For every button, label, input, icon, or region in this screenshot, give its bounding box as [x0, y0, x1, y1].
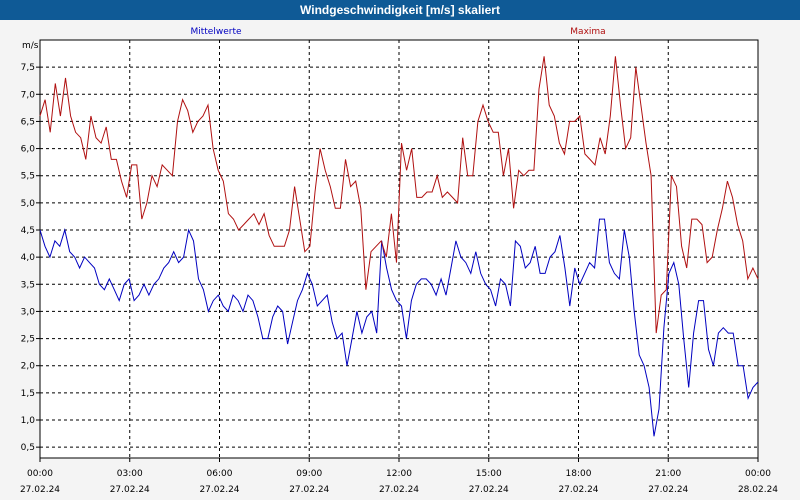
series-mittelwerte-line — [39, 218, 759, 437]
x-tick-time: 09:00 — [296, 469, 322, 479]
x-tick-time: 00:00 — [27, 469, 53, 479]
x-tick-date: 27.02.24 — [110, 485, 150, 495]
series-lines — [39, 56, 759, 437]
y-tick-label: 5,5 — [21, 172, 35, 182]
y-tick-label: 5,0 — [21, 199, 36, 209]
x-tick-date: 27.02.24 — [648, 485, 688, 495]
y-tick-label: 6,0 — [21, 145, 36, 155]
y-tick-label: 7,0 — [21, 90, 36, 100]
x-tick-date: 27.02.24 — [469, 485, 509, 495]
chart-title: Windgeschwindigkeit [m/s] skaliert — [0, 0, 800, 20]
y-tick-label: 1,5 — [21, 389, 35, 399]
x-tick-time: 06:00 — [207, 469, 233, 479]
legend-mittelwerte: Mittelwerte — [190, 27, 241, 37]
y-tick-label: 7,5 — [21, 63, 35, 73]
y-tick-label: 6,5 — [21, 117, 35, 127]
y-tick-label: 4,5 — [21, 226, 35, 236]
y-tick-label: 0,5 — [21, 443, 35, 453]
y-tick-label: 4,0 — [21, 253, 36, 263]
x-tick-date: 27.02.24 — [558, 485, 598, 495]
y-tick-label: 3,0 — [21, 307, 36, 317]
y-tick-label: 3,5 — [21, 280, 35, 290]
y-tick-label: 1,0 — [21, 416, 36, 426]
x-tick-date: 27.02.24 — [289, 485, 329, 495]
x-tick-time: 03:00 — [117, 469, 143, 479]
legend-maxima: Maxima — [570, 27, 605, 37]
y-axis-label: m/s — [22, 41, 39, 51]
x-tick-time: 21:00 — [655, 469, 681, 479]
x-tick-time: 18:00 — [566, 469, 592, 479]
x-tick-date: 28.02.24 — [738, 485, 778, 495]
y-tick-label: 2,5 — [21, 335, 35, 345]
x-tick-time: 12:00 — [386, 469, 412, 479]
x-tick-date: 27.02.24 — [379, 485, 419, 495]
x-tick-time: 15:00 — [476, 469, 502, 479]
y-axis: 0,5 1,0 1,5 2,0 2,5 3,0 3,5 4,0 4,5 5,0 5,5 6,0 6,5 7… — [21, 63, 40, 453]
x-axis: 00:00 27.02.24 03:00 27.02.24 06:00 27.02.24 0… — [20, 458, 778, 495]
series-maxima-line — [39, 56, 759, 334]
y-tick-label: 2,0 — [21, 362, 36, 372]
x-tick-time: 00:00 — [745, 469, 771, 479]
x-tick-date: 27.02.24 — [20, 485, 60, 495]
grid — [39, 40, 759, 458]
x-tick-date: 27.02.24 — [199, 485, 239, 495]
